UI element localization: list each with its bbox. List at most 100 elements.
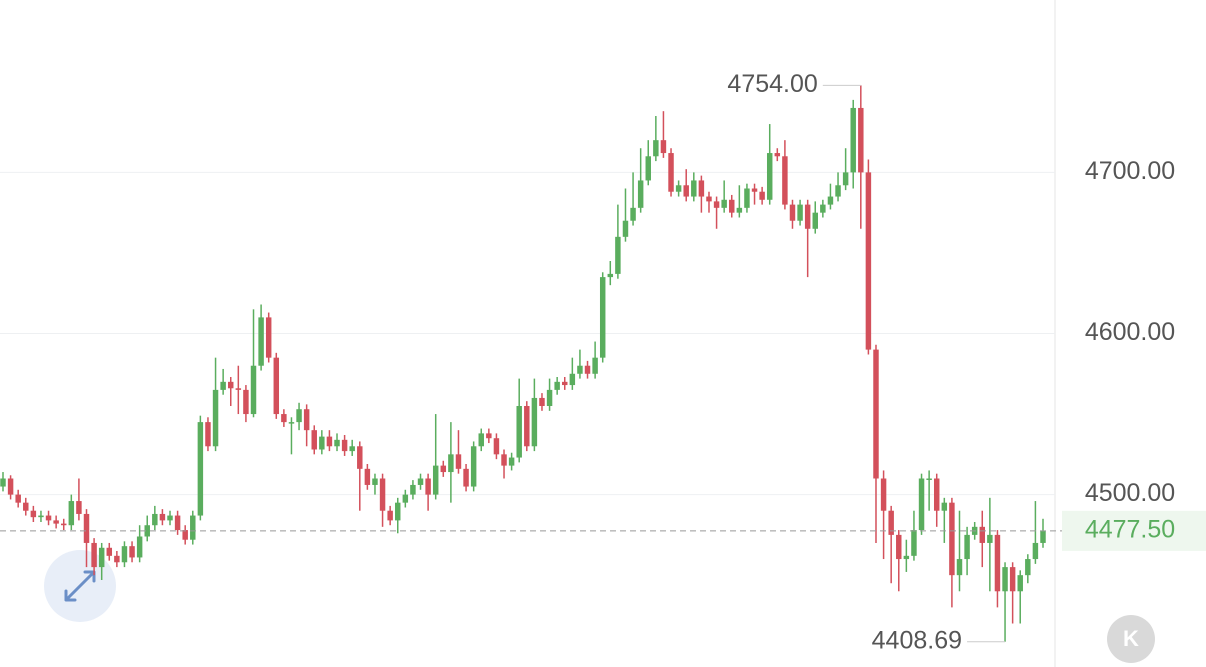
candle-body: [98, 547, 105, 568]
candle-body: [615, 236, 621, 274]
candle-body: [858, 107, 864, 173]
candle-body: [873, 349, 879, 479]
expand-icon[interactable]: [64, 570, 96, 602]
candle-body: [1017, 575, 1023, 592]
candle-body: [258, 317, 264, 366]
candle-body: [911, 530, 917, 556]
candle-body: [774, 153, 781, 157]
candle-body: [136, 536, 143, 558]
candle-body: [546, 389, 553, 406]
candle-body: [463, 468, 469, 487]
candle-body: [789, 204, 796, 221]
candle-body: [281, 414, 287, 423]
candle-body: [645, 156, 651, 181]
candle-body: [835, 185, 841, 197]
candle-body: [387, 510, 393, 521]
candle-body: [675, 185, 682, 192]
candle-body: [782, 156, 788, 205]
candle-body: [425, 478, 431, 495]
candle-body: [987, 534, 993, 543]
low-label: 4408.69: [872, 626, 962, 654]
candle-body: [410, 484, 416, 495]
candle-body: [865, 172, 872, 350]
last-price-label: 4477.50: [1085, 515, 1175, 543]
candle-body: [205, 422, 211, 447]
candle-body: [273, 357, 280, 415]
candle-body: [341, 439, 348, 452]
candle-body: [933, 478, 940, 511]
candle-body: [577, 365, 583, 374]
candle-body: [903, 555, 910, 560]
candle-body: [660, 140, 667, 154]
candle-body: [53, 520, 59, 524]
candle-body: [592, 357, 598, 374]
candle-body: [668, 153, 674, 192]
candle-body: [402, 494, 409, 503]
candle-body: [106, 547, 113, 556]
y-tick-label: 4500.00: [1085, 479, 1175, 507]
candle-body: [508, 457, 515, 466]
candle-body: [311, 430, 317, 450]
candle-body: [698, 180, 705, 197]
candle-body: [334, 439, 340, 447]
candle-body: [432, 465, 439, 495]
candle-body: [804, 204, 811, 229]
candle-body: [599, 277, 606, 358]
candle-body: [395, 502, 401, 521]
candle-body: [121, 546, 128, 563]
candle-body: [357, 446, 363, 469]
candle-body: [751, 188, 758, 192]
expand-button[interactable]: [44, 550, 116, 622]
candle-body: [470, 446, 477, 487]
candle-body: [524, 406, 530, 447]
k-button[interactable]: [1107, 615, 1155, 663]
candle-body: [1032, 542, 1039, 560]
candle-body: [1002, 567, 1008, 592]
candle-body: [622, 220, 629, 237]
candle-body: [243, 389, 249, 415]
candle-body: [250, 365, 257, 415]
candle-body: [326, 436, 333, 447]
candle-body: [554, 381, 560, 390]
candle-body: [15, 494, 21, 503]
candle-body: [880, 478, 887, 511]
candle-body: [303, 409, 310, 431]
candle-body: [91, 542, 97, 568]
candle-body: [713, 201, 720, 208]
candle-body: [721, 199, 727, 208]
candle-body: [539, 397, 545, 406]
candle-body: [448, 454, 454, 473]
candle-body: [744, 188, 750, 208]
candle-body: [190, 515, 196, 540]
candle-body: [228, 381, 234, 389]
candle-body: [83, 513, 90, 543]
candle-body: [949, 502, 955, 576]
candle-body: [683, 185, 689, 197]
candle-body: [918, 478, 925, 531]
candle-body: [766, 153, 773, 200]
candle-body: [60, 523, 67, 526]
candle-body: [979, 526, 986, 543]
candle-body: [440, 465, 447, 473]
candle-body: [691, 180, 697, 197]
candle-body: [797, 204, 803, 221]
candle-body: [7, 478, 14, 495]
candle-body: [964, 534, 970, 560]
candle-body: [584, 365, 591, 374]
k-button-label[interactable]: K: [1123, 626, 1139, 651]
candle-body: [174, 515, 181, 531]
candle-body: [888, 510, 894, 535]
candle-body: [167, 515, 173, 521]
candle-body: [76, 501, 82, 514]
y-tick-label: 4700.00: [1085, 157, 1175, 185]
candle-body: [212, 389, 219, 447]
candle-body: [30, 510, 37, 518]
candle-body: [478, 433, 484, 447]
candle-body: [23, 502, 29, 511]
candle-body: [372, 478, 378, 485]
candle-body: [736, 207, 743, 213]
candle-body: [812, 212, 818, 229]
candle-body: [1009, 567, 1016, 592]
candle-body: [926, 478, 932, 480]
